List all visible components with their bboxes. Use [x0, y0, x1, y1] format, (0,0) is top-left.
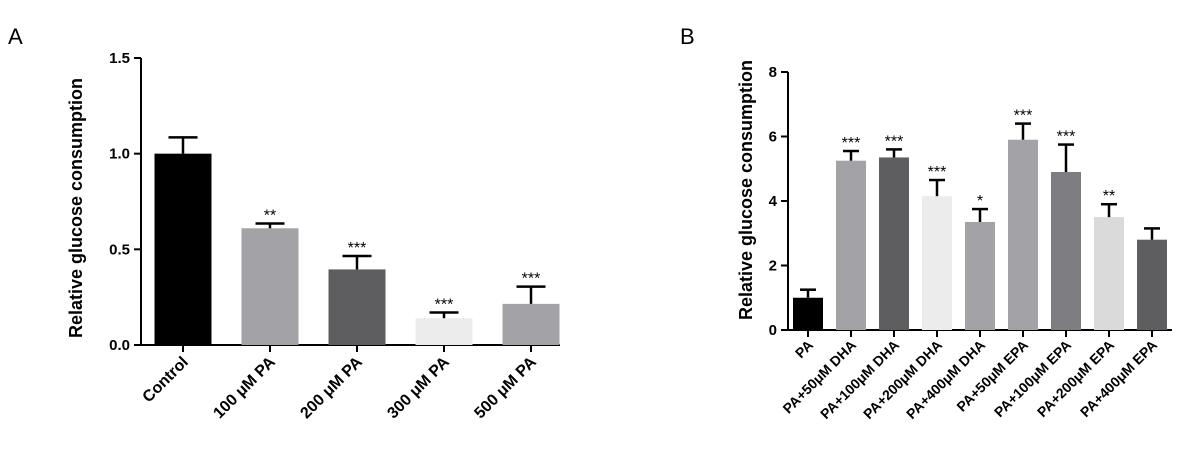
- category-label: PA+200μM DHA: [860, 337, 945, 422]
- significance-label: ***: [1057, 129, 1076, 146]
- y-axis-label-a: Relative glucose consumption: [66, 78, 86, 338]
- bar: [502, 303, 560, 345]
- bar: [328, 269, 386, 345]
- significance-label: ***: [435, 296, 454, 313]
- bar: [879, 157, 909, 330]
- significance-label: ***: [928, 164, 947, 181]
- chart-panel-a: Relative glucose consumption 0.0 0.5 1.0 1.…: [66, 50, 560, 422]
- y-tick-label: 0.0: [109, 337, 130, 354]
- bar: [154, 153, 212, 345]
- bar: [836, 160, 866, 330]
- category-label: 300 μM PA: [384, 353, 453, 422]
- category-label: PA+100μM EPA: [991, 337, 1074, 420]
- bar: [793, 297, 823, 330]
- category-label: PA+200μM EPA: [1034, 337, 1117, 420]
- significance-label: ***: [348, 240, 367, 257]
- panel-letter-b: B: [680, 24, 695, 49]
- bar: [922, 196, 952, 330]
- category-label: Control: [140, 354, 192, 406]
- bar: [1094, 217, 1124, 330]
- significance-label: *: [977, 193, 983, 210]
- y-tick-label: 8: [769, 64, 777, 81]
- significance-label: ***: [522, 271, 541, 288]
- y-tick-label: 0: [769, 322, 777, 339]
- y-tick-label: 6: [769, 129, 777, 146]
- y-tick-label: 0.5: [109, 241, 130, 258]
- y-tick-label: 2: [769, 258, 777, 275]
- category-label: 100 μM PA: [210, 353, 279, 422]
- category-label: PA+100μM DHA: [817, 337, 902, 422]
- bar: [1051, 171, 1081, 330]
- y-axis-label-b: Relative glucose consumption: [736, 60, 756, 320]
- bar: [1137, 239, 1167, 330]
- y-tick-label: 1.0: [109, 146, 130, 163]
- panel-letter-a: A: [8, 24, 23, 49]
- category-label: PA+50μM DHA: [779, 337, 859, 417]
- significance-label: ***: [1014, 108, 1033, 125]
- category-label: PA: [792, 337, 816, 361]
- significance-label: ***: [885, 133, 904, 150]
- significance-label: ***: [842, 135, 861, 152]
- bar: [241, 228, 299, 345]
- y-tick-label: 1.5: [109, 50, 130, 67]
- category-label: PA+400μM EPA: [1077, 337, 1160, 420]
- chart-panel-b: Relative glucose consumption 02468PA***P…: [736, 60, 1172, 422]
- bar: [1008, 139, 1038, 330]
- category-label: 500 μM PA: [471, 353, 540, 422]
- bar: [965, 221, 995, 330]
- significance-label: **: [264, 208, 276, 225]
- category-label: 200 μM PA: [297, 353, 366, 422]
- bar: [415, 318, 473, 345]
- y-tick-label: 4: [769, 193, 778, 210]
- significance-label: **: [1103, 188, 1115, 205]
- category-label: PA+400μM DHA: [903, 337, 988, 422]
